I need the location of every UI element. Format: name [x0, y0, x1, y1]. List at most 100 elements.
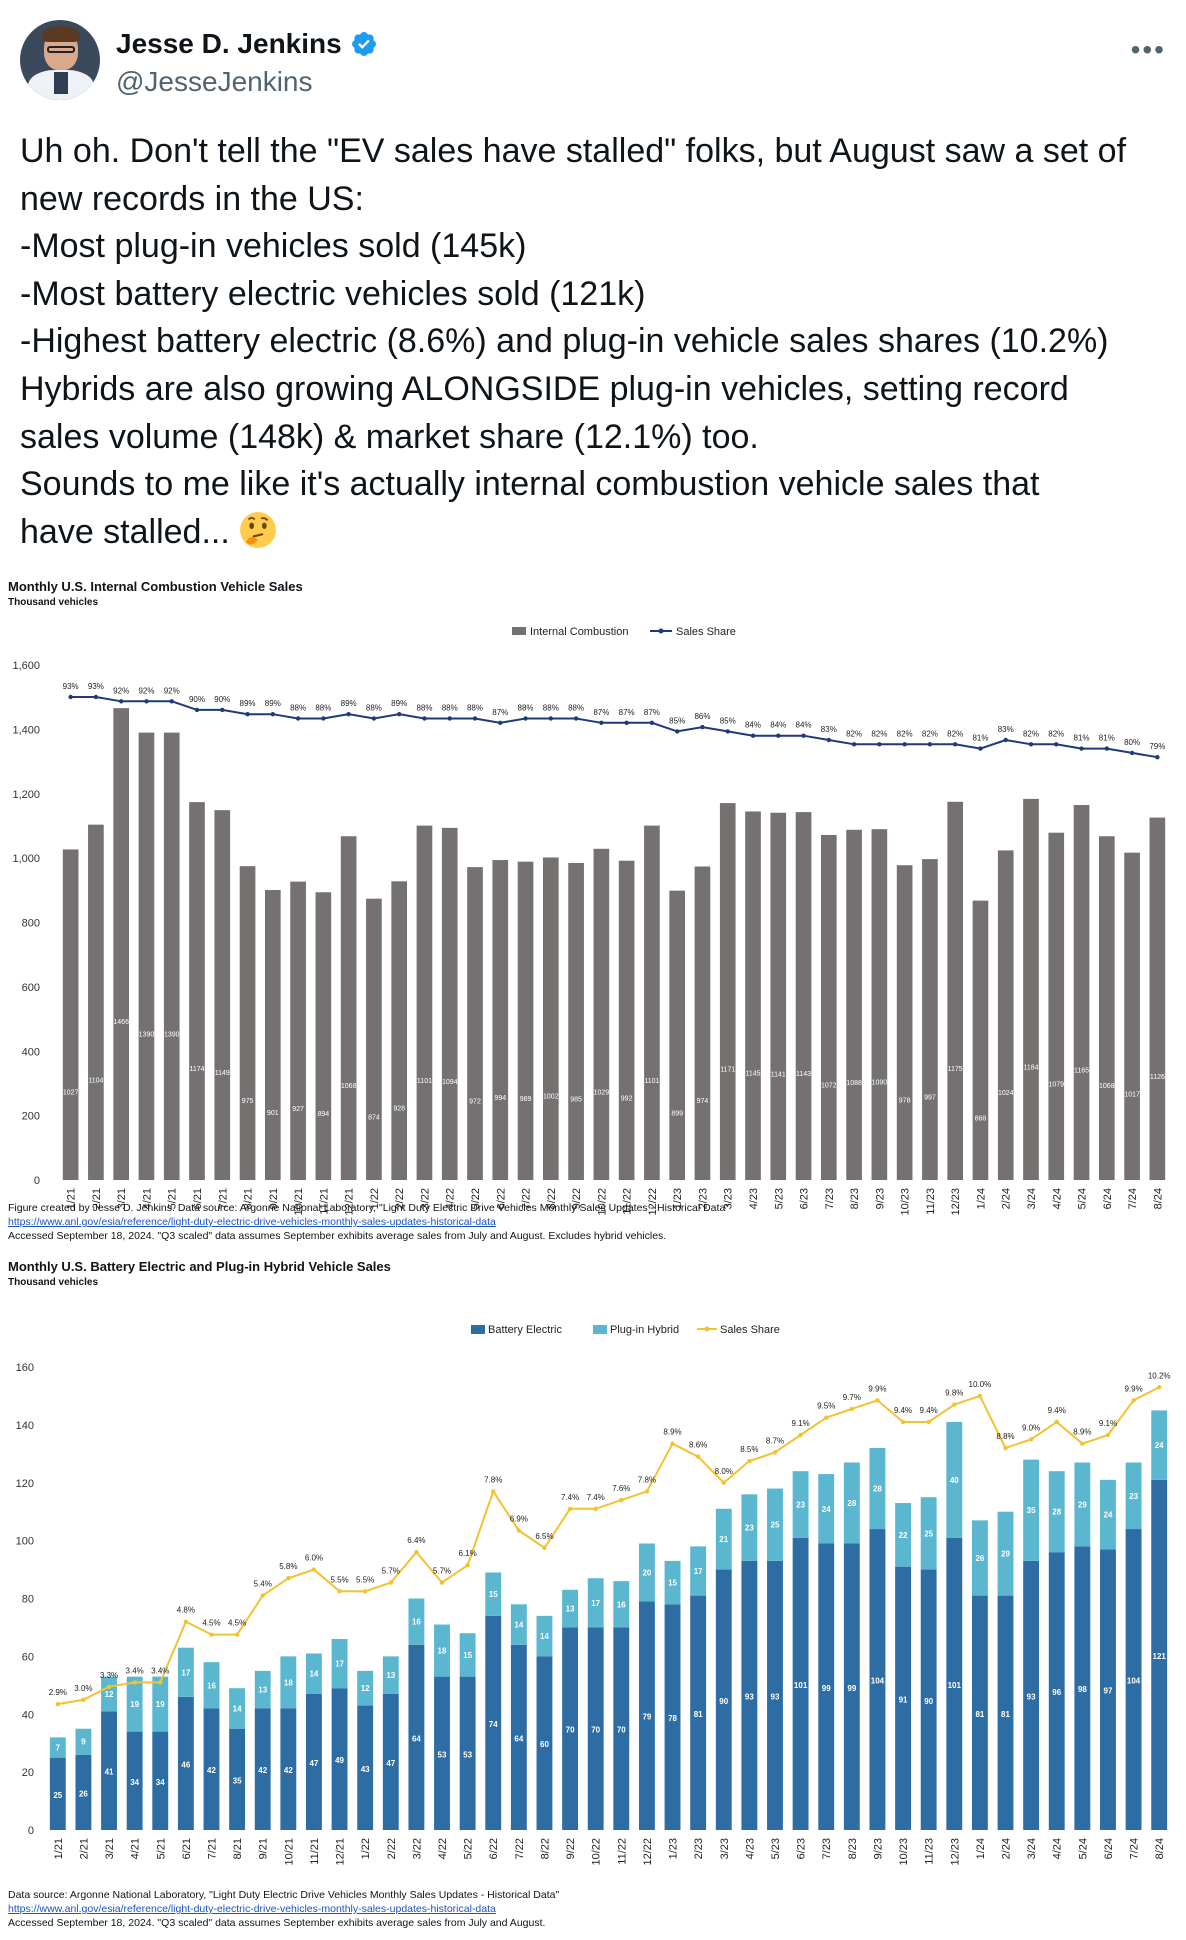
- bev-bar: [1023, 1560, 1040, 1830]
- x-tick-label: 7/22: [514, 1838, 526, 1859]
- bar-value-label: 994: [494, 1095, 506, 1102]
- source-link[interactable]: https://www.anl.gov/esia/reference/light…: [8, 1216, 496, 1228]
- bar-value-label: 1068: [1099, 1083, 1115, 1090]
- phev-value-label: 23: [1129, 1492, 1138, 1501]
- share-point: [414, 1550, 419, 1555]
- bar: [922, 859, 938, 1180]
- share-label: 89%: [240, 699, 256, 708]
- x-tick-label: 9/21: [268, 1188, 280, 1209]
- phev-value-label: 15: [668, 1579, 677, 1588]
- share-point: [849, 1406, 855, 1412]
- bev-value-label: 96: [1052, 1688, 1061, 1697]
- bar: [1048, 832, 1065, 1180]
- share-point: [183, 1619, 189, 1624]
- share-point: [772, 1450, 778, 1455]
- phev-bar: [895, 1503, 911, 1567]
- source-link[interactable]: https://www.anl.gov/esia/reference/light…: [8, 1903, 496, 1915]
- phev-value-label: 24: [1155, 1441, 1164, 1450]
- share-point: [1104, 746, 1110, 751]
- x-tick-label: 2/21: [78, 1838, 90, 1859]
- bev-bar: [177, 1696, 194, 1830]
- bar-value-label: 901: [267, 1110, 279, 1117]
- avatar[interactable]: [20, 20, 100, 100]
- bev-bar: [690, 1595, 707, 1830]
- bev-value-label: 101: [948, 1681, 962, 1690]
- phev-value-label: 26: [975, 1554, 984, 1563]
- bar-value-label: 1141: [771, 1071, 786, 1078]
- share-point: [721, 1480, 726, 1485]
- phev-bar: [331, 1639, 348, 1689]
- bev-value-label: 34: [156, 1778, 165, 1787]
- x-tick-label: 9/22: [565, 1838, 577, 1859]
- bev-bar: [152, 1731, 169, 1830]
- bar: [239, 866, 256, 1180]
- author-handle[interactable]: @JesseJenkins: [116, 66, 313, 97]
- phev-bar: [997, 1511, 1014, 1596]
- share-label: 8.7%: [766, 1436, 784, 1445]
- bar: [264, 889, 281, 1180]
- bar-value-label: 899: [671, 1110, 683, 1117]
- bev-value-label: 34: [130, 1778, 139, 1787]
- x-tick-label: 4/23: [744, 1838, 756, 1859]
- y-tick-label: 0: [28, 1825, 34, 1837]
- phev-bar: [638, 1543, 655, 1602]
- bar: [517, 861, 534, 1180]
- x-tick-label: 6/21: [192, 1188, 204, 1209]
- bev-bar: [536, 1656, 553, 1830]
- phev-value-label: 23: [796, 1500, 805, 1509]
- phev-bar: [510, 1604, 527, 1645]
- bev-bar: [587, 1627, 604, 1830]
- share-point: [952, 742, 958, 747]
- share-label: 82%: [947, 729, 963, 738]
- share-label: 9.7%: [843, 1393, 861, 1402]
- share-label: 92%: [138, 686, 154, 695]
- phev-value-label: 15: [463, 1651, 472, 1660]
- phev-value-label: 17: [335, 1660, 344, 1669]
- share-label: 5.5%: [330, 1575, 348, 1584]
- share-point: [295, 716, 301, 721]
- x-tick-label: 5/22: [470, 1188, 482, 1209]
- x-tick-label: 8/22: [539, 1838, 551, 1859]
- bar: [997, 850, 1014, 1180]
- chart-subtitle: Thousand vehicles: [8, 597, 99, 608]
- share-point: [1105, 1432, 1111, 1438]
- share-point: [798, 1432, 803, 1438]
- bar-value-label: 997: [924, 1095, 936, 1102]
- ev-chart: Monthly U.S. Battery Electric and Plug-i…: [0, 1255, 1186, 1885]
- x-tick-label: 7/23: [821, 1838, 833, 1859]
- phev-value-label: 35: [1027, 1506, 1036, 1515]
- x-tick-label: 12/23: [950, 1188, 962, 1215]
- share-point: [169, 699, 174, 704]
- phev-value-label: 24: [822, 1505, 831, 1514]
- share-label: 6.4%: [407, 1536, 425, 1545]
- chart-footnote: Figure created by Jesse D. Jenkins. Data…: [8, 1202, 730, 1214]
- phev-bar: [920, 1497, 937, 1570]
- share-label: 81%: [972, 734, 988, 743]
- x-tick-label: 8/22: [546, 1188, 558, 1209]
- x-tick-label: 6/23: [796, 1838, 808, 1859]
- phev-bar: [126, 1676, 143, 1732]
- legend-swatch-phev: [593, 1325, 607, 1334]
- phev-bar: [843, 1462, 860, 1544]
- x-tick-label: 3/22: [419, 1188, 431, 1209]
- share-point: [106, 1684, 112, 1689]
- bev-value-label: 104: [871, 1677, 885, 1686]
- author-name[interactable]: Jesse D. Jenkins: [116, 28, 342, 59]
- phev-bar: [664, 1560, 681, 1605]
- x-tick-label: 6/23: [799, 1188, 811, 1209]
- y-tick-label: 1,200: [12, 789, 40, 801]
- x-tick-label: 1/24: [975, 1838, 987, 1859]
- more-horizontal-icon[interactable]: •••: [1130, 34, 1166, 65]
- share-label: 5.4%: [254, 1580, 272, 1589]
- share-point: [902, 742, 907, 747]
- share-label: 92%: [113, 686, 129, 695]
- bev-bar: [280, 1708, 297, 1830]
- ev-chart-svg: Battery Electric Plug-in Hybrid Sales Shar…: [16, 1324, 1171, 1866]
- bar-value-label: 985: [570, 1096, 582, 1103]
- share-label: 8.6%: [689, 1441, 707, 1450]
- y-tick-label: 20: [22, 1767, 34, 1779]
- bev-value-label: 41: [105, 1768, 114, 1777]
- share-point: [209, 1632, 214, 1637]
- bev-bar: [997, 1595, 1014, 1830]
- bar: [568, 862, 584, 1180]
